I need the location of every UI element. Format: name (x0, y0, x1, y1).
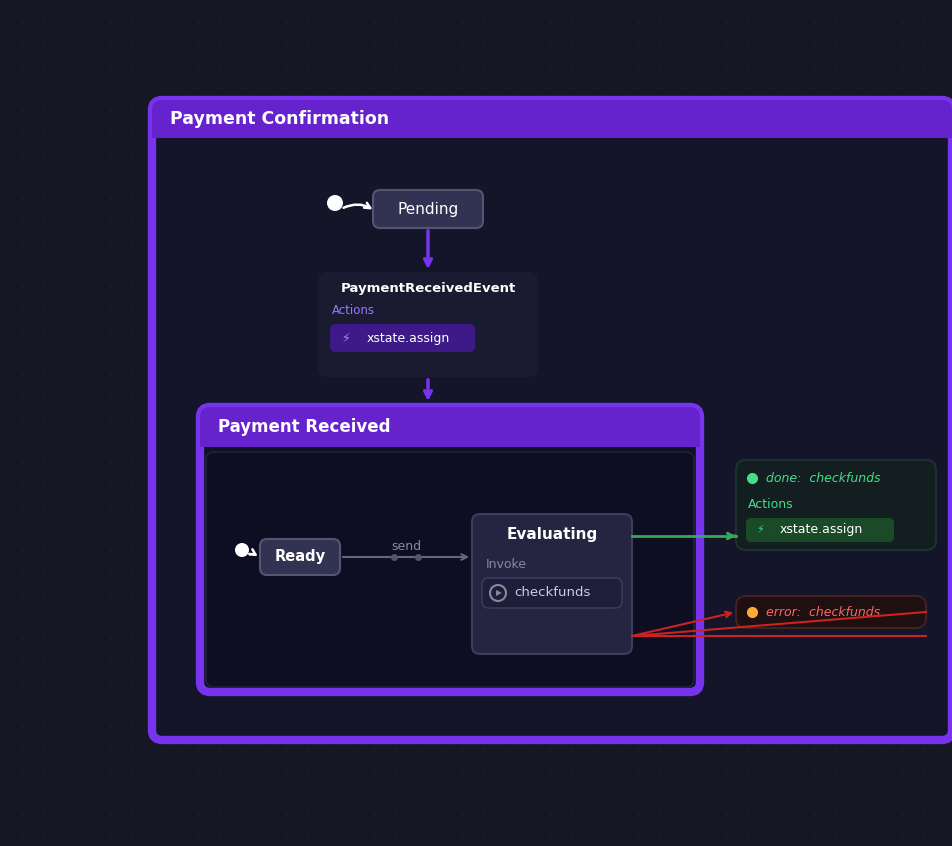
Text: Actions: Actions (748, 497, 794, 510)
Text: Ready: Ready (274, 550, 326, 564)
FancyBboxPatch shape (260, 539, 340, 575)
FancyBboxPatch shape (152, 100, 952, 138)
Text: ⚡: ⚡ (756, 525, 764, 535)
Text: Invoke: Invoke (486, 558, 527, 570)
Text: xstate.assign: xstate.assign (780, 524, 863, 536)
FancyBboxPatch shape (736, 460, 936, 550)
FancyBboxPatch shape (200, 407, 700, 692)
Text: error:  checkfunds: error: checkfunds (766, 606, 881, 618)
Text: ▶: ▶ (496, 589, 502, 597)
Text: checkfunds: checkfunds (514, 586, 590, 600)
FancyBboxPatch shape (746, 518, 894, 542)
FancyBboxPatch shape (373, 190, 483, 228)
Circle shape (327, 195, 343, 211)
Text: Actions: Actions (332, 304, 375, 316)
Text: ⚡: ⚡ (342, 332, 350, 344)
Text: Payment Confirmation: Payment Confirmation (170, 110, 389, 128)
FancyBboxPatch shape (206, 452, 694, 687)
Text: Evaluating: Evaluating (506, 526, 598, 541)
FancyBboxPatch shape (736, 596, 926, 628)
FancyBboxPatch shape (152, 100, 952, 740)
Text: done:  checkfunds: done: checkfunds (766, 471, 881, 485)
Bar (200, 431, 700, 447)
FancyBboxPatch shape (482, 578, 622, 608)
Circle shape (235, 543, 249, 557)
FancyBboxPatch shape (318, 272, 538, 377)
Text: send: send (391, 540, 421, 552)
FancyBboxPatch shape (200, 407, 700, 447)
FancyBboxPatch shape (330, 324, 475, 352)
Text: Payment Received: Payment Received (218, 418, 390, 436)
Bar (152, 124, 952, 138)
Text: xstate.assign: xstate.assign (367, 332, 449, 344)
FancyBboxPatch shape (472, 514, 632, 654)
Text: PaymentReceivedEvent: PaymentReceivedEvent (341, 282, 516, 294)
Text: Pending: Pending (397, 201, 459, 217)
